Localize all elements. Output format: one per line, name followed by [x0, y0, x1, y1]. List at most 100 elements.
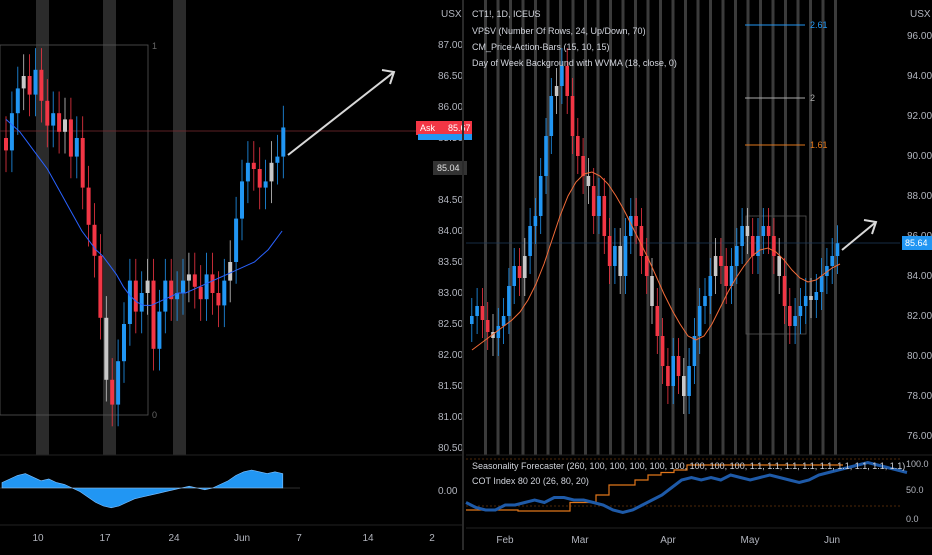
weekday-bar	[571, 0, 575, 455]
candle-body	[175, 293, 180, 300]
seasonality-pane[interactable]: Seasonality Forecaster (260, 100, 100, 1…	[465, 454, 932, 524]
ask-tag: Ask 85.67	[416, 121, 472, 140]
candle-body	[281, 127, 286, 157]
candle-body	[86, 187, 91, 225]
candle-body	[560, 66, 564, 86]
weekday-bar	[784, 0, 787, 455]
candles-right[interactable]	[470, 48, 840, 414]
candle-body	[782, 276, 787, 306]
candle-body	[210, 274, 215, 293]
osc-zero-label: 0.00	[438, 486, 458, 497]
price-tick-left: 86.50	[438, 71, 463, 82]
candle-body	[523, 256, 527, 278]
price-tick-right: 82.00	[907, 311, 932, 322]
candle-body	[27, 76, 32, 95]
candle-body	[163, 280, 168, 312]
weekday-bar	[696, 0, 700, 455]
price-axis-left[interactable]: USX 87.0086.5086.0085.5085.0084.5084.008…	[416, 0, 472, 455]
candle-body	[809, 296, 813, 300]
price-tick-right: 76.00	[907, 431, 932, 442]
date-tick-right: Feb	[496, 535, 514, 546]
candle-body	[650, 276, 654, 306]
weekday-bar	[509, 0, 512, 455]
date-tick-right: May	[741, 535, 760, 546]
candle-body	[45, 100, 50, 126]
price-axis-right[interactable]: USX 96.0094.0092.0090.0088.0086.0084.008…	[902, 0, 932, 455]
oscillator-pane-left[interactable]: 0.00	[0, 454, 462, 509]
date-tick-left: 17	[99, 533, 111, 544]
candle-body	[655, 306, 660, 336]
last-price-tag	[902, 236, 932, 250]
date-tick-left: 2	[429, 533, 435, 544]
wvma-line	[471, 171, 841, 351]
ask-value: 85.67	[448, 123, 471, 133]
weekday-bar	[521, 0, 525, 455]
candle-body	[639, 226, 644, 256]
candle-body	[581, 156, 585, 176]
candle-body	[634, 216, 638, 226]
forecast-arrow-right[interactable]	[841, 221, 877, 251]
candle-body	[470, 316, 474, 324]
fib-label-161: 1.61	[810, 140, 828, 150]
candle-body	[33, 69, 38, 95]
indicator-legend[interactable]: CT1!, 1D, ICEUS VPSV (Number Of Rows, 24…	[472, 9, 677, 68]
date-tick-left: 24	[168, 533, 180, 544]
candle-body	[157, 311, 162, 349]
candle-body	[9, 113, 14, 151]
time-axis-left[interactable]: 10 17 24 Jun 7 14 2	[32, 533, 435, 544]
weekday-bars-right	[484, 0, 837, 455]
candle-body	[793, 316, 797, 326]
currency-label-right: USX	[910, 9, 931, 20]
candle-body	[198, 286, 203, 300]
candle-body	[798, 306, 803, 316]
candle-body	[39, 69, 44, 101]
candle-body	[4, 138, 8, 151]
candle-body	[533, 216, 538, 226]
bid-value: 85.04	[437, 163, 460, 173]
candle-body	[57, 113, 62, 132]
weekday-bar	[621, 0, 625, 455]
candle-body	[772, 236, 776, 256]
sub-axis-50: 50.0	[906, 485, 924, 495]
weekday-bar	[721, 0, 725, 455]
weekday-bar	[834, 0, 837, 455]
candle-body	[491, 332, 495, 338]
candle-body	[570, 96, 575, 136]
candle-body	[496, 326, 501, 338]
price-tick-left: 83.50	[438, 257, 463, 268]
fib-box-right	[745, 215, 807, 335]
candle-body	[729, 266, 734, 286]
weekday-bar	[659, 0, 662, 455]
weekday-bar	[734, 0, 737, 455]
candle-body	[122, 324, 126, 362]
date-tick-right: Apr	[660, 535, 676, 546]
candle-body	[719, 256, 723, 266]
candle-body	[544, 136, 548, 176]
candle-body	[618, 246, 622, 276]
candle-body	[204, 274, 209, 300]
candle-body	[554, 86, 559, 96]
candle-body	[240, 181, 244, 219]
candle-body	[602, 196, 607, 236]
candle-body	[735, 246, 739, 266]
candle-body	[485, 320, 490, 332]
price-tick-right: 92.00	[907, 111, 932, 122]
candle-body	[169, 280, 174, 300]
candle-body	[825, 266, 829, 276]
candle-body	[257, 169, 262, 188]
candle-body	[92, 224, 97, 256]
time-axis-right[interactable]: Feb Mar Apr May Jun	[496, 535, 840, 546]
date-tick-right: Mar	[571, 535, 589, 546]
candle-body	[835, 243, 840, 256]
fib-label-2: 2	[810, 93, 815, 103]
candle-body	[216, 293, 221, 306]
candles-left[interactable]	[4, 48, 286, 427]
arrow-head-right-icon	[863, 219, 878, 235]
weekday-bar	[646, 0, 650, 455]
price-tick-left: 81.00	[438, 412, 463, 423]
candle-body	[660, 336, 665, 366]
weekday-bar	[759, 0, 762, 455]
forecast-arrow-left[interactable]	[287, 71, 395, 156]
candle-body	[766, 226, 771, 236]
